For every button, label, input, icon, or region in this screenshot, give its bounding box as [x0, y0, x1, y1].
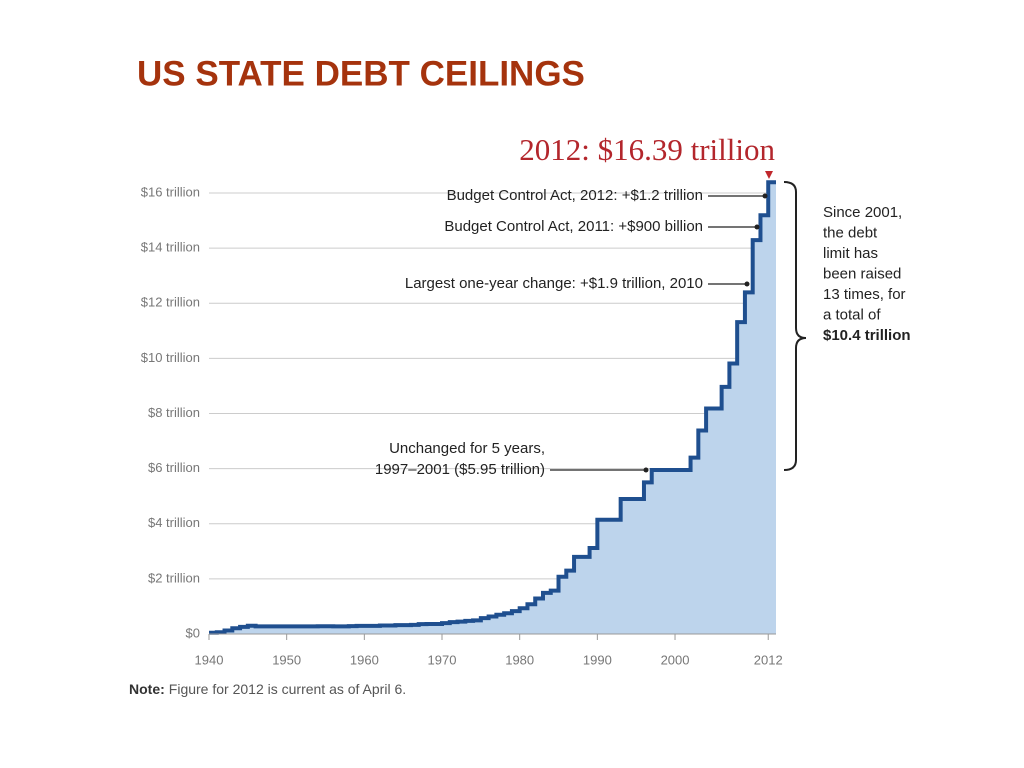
annotation: Unchanged for 5 years,	[389, 440, 545, 457]
annotation-dot	[744, 281, 750, 287]
brace-note: 13 times, for	[823, 286, 906, 303]
annotation-dot	[643, 467, 649, 473]
annotation: Budget Control Act, 2011: +$900 billion	[444, 218, 703, 235]
brace	[783, 181, 807, 471]
y-tick-label: $0	[186, 625, 200, 640]
x-tick-label: 2000	[661, 652, 690, 667]
x-tick-label: 2012	[754, 652, 783, 667]
annotation: Largest one-year change: +$1.9 trillion,…	[405, 275, 703, 292]
brace-note: the debt	[823, 224, 878, 241]
footnote-text: Figure for 2012 is current as of April 6…	[169, 681, 406, 697]
y-tick-label: $12 trillion	[141, 295, 200, 310]
annotation: Budget Control Act, 2012: +$1.2 trillion	[447, 187, 703, 204]
brace-note: a total of	[823, 306, 881, 323]
x-tick-label: 1960	[350, 652, 379, 667]
y-tick-label: $4 trillion	[148, 515, 200, 530]
line	[209, 180, 776, 635]
chart-title: US STATE DEBT CEILINGS	[137, 54, 585, 93]
x-tick-label: 1940	[195, 652, 224, 667]
headline: 2012: $16.39 trillion	[519, 132, 775, 167]
x-tick-label: 1980	[505, 652, 534, 667]
y-tick-label: $16 trillion	[141, 184, 200, 199]
y-tick-label: $6 trillion	[148, 460, 200, 475]
x-tick-label: 1970	[428, 652, 457, 667]
y-tick-label: $8 trillion	[148, 405, 200, 420]
x-tick-label: 1990	[583, 652, 612, 667]
brace-note: limit has	[823, 245, 878, 262]
brace-note: been raised	[823, 265, 901, 282]
footnote-label: Note:	[129, 681, 165, 697]
footnote: Note: Figure for 2012 is current as of Ap…	[129, 681, 406, 697]
annotation: 1997–2001 ($5.95 trillion)	[375, 461, 545, 478]
annotation-dot	[762, 193, 768, 199]
x-tick-label: 1950	[272, 652, 301, 667]
y-tick-label: $2 trillion	[148, 570, 200, 585]
brace-note-total: $10.4 trillion	[823, 327, 911, 344]
headline-marker	[765, 171, 773, 179]
annotation-dot	[754, 224, 760, 230]
brace-note: Since 2001,	[823, 204, 902, 221]
y-tick-label: $10 trillion	[141, 350, 200, 365]
area	[209, 182, 776, 634]
y-tick-label: $14 trillion	[141, 240, 200, 255]
